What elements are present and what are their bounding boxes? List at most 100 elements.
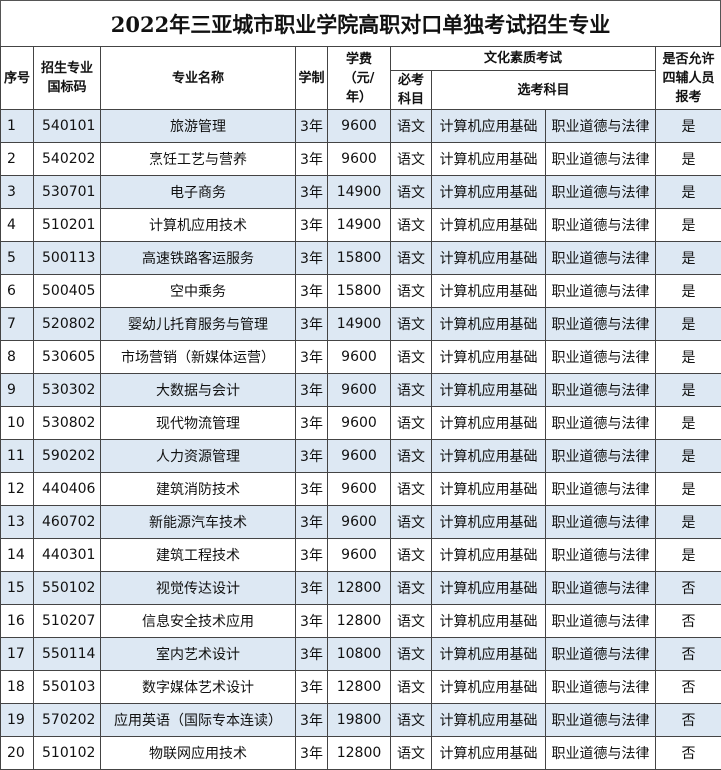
cell-duration: 3年 xyxy=(296,407,328,440)
cell-name: 婴幼儿托育服务与管理 xyxy=(101,308,296,341)
cell-name: 视觉传达设计 xyxy=(101,572,296,605)
cell-fee: 12800 xyxy=(328,671,391,704)
cell-allowed: 是 xyxy=(656,440,721,473)
cell-elective-2: 职业道德与法律 xyxy=(546,176,656,209)
cell-seq: 19 xyxy=(1,704,34,737)
cell-elective-2: 职业道德与法律 xyxy=(546,638,656,671)
cell-seq: 20 xyxy=(1,737,34,770)
cell-allowed: 是 xyxy=(656,176,721,209)
cell-elective-1: 计算机应用基础 xyxy=(432,110,546,143)
cell-elective-1: 计算机应用基础 xyxy=(432,308,546,341)
header-required: 必考科目 xyxy=(391,71,432,110)
cell-code: 460702 xyxy=(34,506,101,539)
cell-name: 高速铁路客运服务 xyxy=(101,242,296,275)
cell-duration: 3年 xyxy=(296,143,328,176)
cell-required: 语文 xyxy=(391,110,432,143)
cell-elective-2: 职业道德与法律 xyxy=(546,143,656,176)
cell-required: 语文 xyxy=(391,374,432,407)
cell-fee: 9600 xyxy=(328,341,391,374)
cell-fee: 9600 xyxy=(328,506,391,539)
cell-duration: 3年 xyxy=(296,671,328,704)
cell-allowed: 是 xyxy=(656,341,721,374)
cell-fee: 9600 xyxy=(328,374,391,407)
cell-elective-1: 计算机应用基础 xyxy=(432,176,546,209)
cell-elective-1: 计算机应用基础 xyxy=(432,341,546,374)
cell-name: 现代物流管理 xyxy=(101,407,296,440)
cell-name: 大数据与会计 xyxy=(101,374,296,407)
cell-elective-2: 职业道德与法律 xyxy=(546,440,656,473)
cell-elective-2: 职业道德与法律 xyxy=(546,473,656,506)
cell-fee: 9600 xyxy=(328,473,391,506)
cell-code: 440301 xyxy=(34,539,101,572)
cell-allowed: 是 xyxy=(656,473,721,506)
cell-fee: 10800 xyxy=(328,638,391,671)
cell-allowed: 是 xyxy=(656,143,721,176)
cell-elective-2: 职业道德与法律 xyxy=(546,671,656,704)
cell-allowed: 否 xyxy=(656,572,721,605)
cell-duration: 3年 xyxy=(296,539,328,572)
cell-fee: 12800 xyxy=(328,737,391,770)
cell-elective-2: 职业道德与法律 xyxy=(546,737,656,770)
cell-elective-1: 计算机应用基础 xyxy=(432,143,546,176)
cell-seq: 1 xyxy=(1,110,34,143)
cell-duration: 3年 xyxy=(296,209,328,242)
cell-name: 信息安全技术应用 xyxy=(101,605,296,638)
cell-fee: 9600 xyxy=(328,407,391,440)
cell-name: 旅游管理 xyxy=(101,110,296,143)
cell-elective-2: 职业道德与法律 xyxy=(546,275,656,308)
cell-seq: 12 xyxy=(1,473,34,506)
cell-allowed: 是 xyxy=(656,506,721,539)
cell-duration: 3年 xyxy=(296,704,328,737)
cell-seq: 13 xyxy=(1,506,34,539)
header-name: 专业名称 xyxy=(101,47,296,110)
cell-elective-1: 计算机应用基础 xyxy=(432,605,546,638)
cell-allowed: 是 xyxy=(656,242,721,275)
cell-fee: 14900 xyxy=(328,176,391,209)
header-allowed: 是否允许四辅人员报考 xyxy=(656,47,721,110)
cell-name: 物联网应用技术 xyxy=(101,737,296,770)
cell-duration: 3年 xyxy=(296,506,328,539)
cell-required: 语文 xyxy=(391,671,432,704)
cell-name: 空中乘务 xyxy=(101,275,296,308)
header-code: 招生专业国标码 xyxy=(34,47,101,110)
cell-elective-1: 计算机应用基础 xyxy=(432,704,546,737)
cell-name: 人力资源管理 xyxy=(101,440,296,473)
cell-code: 440406 xyxy=(34,473,101,506)
cell-seq: 16 xyxy=(1,605,34,638)
cell-required: 语文 xyxy=(391,308,432,341)
cell-required: 语文 xyxy=(391,440,432,473)
cell-seq: 9 xyxy=(1,374,34,407)
cell-duration: 3年 xyxy=(296,275,328,308)
cell-elective-2: 职业道德与法律 xyxy=(546,539,656,572)
header-duration: 学制 xyxy=(296,47,328,110)
cell-elective-1: 计算机应用基础 xyxy=(432,374,546,407)
cell-seq: 8 xyxy=(1,341,34,374)
header-exam-group: 文化素质考试 xyxy=(391,47,656,71)
cell-required: 语文 xyxy=(391,242,432,275)
cell-allowed: 是 xyxy=(656,539,721,572)
cell-elective-1: 计算机应用基础 xyxy=(432,539,546,572)
cell-duration: 3年 xyxy=(296,737,328,770)
cell-duration: 3年 xyxy=(296,242,328,275)
cell-duration: 3年 xyxy=(296,341,328,374)
cell-allowed: 否 xyxy=(656,605,721,638)
cell-elective-2: 职业道德与法律 xyxy=(546,572,656,605)
cell-code: 530802 xyxy=(34,407,101,440)
cell-elective-2: 职业道德与法律 xyxy=(546,374,656,407)
cell-fee: 12800 xyxy=(328,572,391,605)
cell-code: 550103 xyxy=(34,671,101,704)
cell-fee: 12800 xyxy=(328,605,391,638)
cell-code: 530302 xyxy=(34,374,101,407)
cell-seq: 4 xyxy=(1,209,34,242)
